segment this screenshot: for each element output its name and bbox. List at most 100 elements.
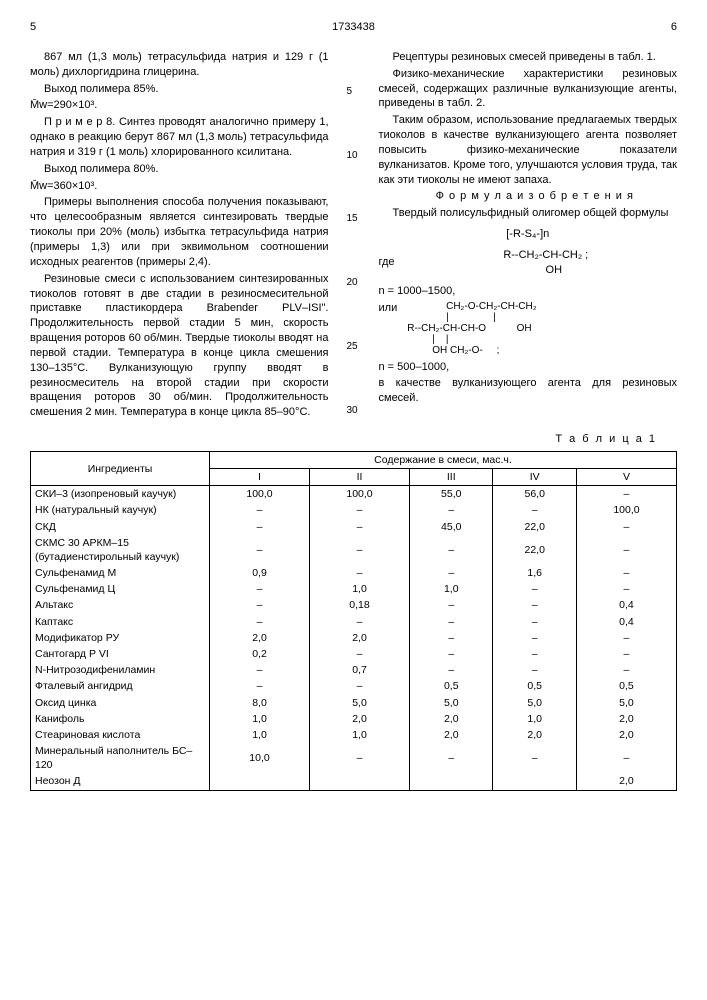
table-cell: – bbox=[210, 519, 310, 535]
table-row: СКИ–3 (изопреновый каучук)100,0100,055,0… bbox=[31, 486, 677, 503]
table-cell: – bbox=[310, 743, 410, 773]
ingredient-name: Неозон Д bbox=[31, 773, 210, 790]
table-cell: 1,0 bbox=[210, 711, 310, 727]
table-cell: – bbox=[576, 581, 676, 597]
table-cell: – bbox=[576, 646, 676, 662]
table-cell: 2,0 bbox=[210, 630, 310, 646]
table-cell: – bbox=[210, 614, 310, 630]
table-row: СКМС 30 АРКМ–15 (бутадиенстирольный кауч… bbox=[31, 535, 677, 565]
table-cell: – bbox=[493, 630, 576, 646]
ingredient-name: Модификатор РУ bbox=[31, 630, 210, 646]
table-cell: – bbox=[410, 662, 493, 678]
table-row: Альтакс–0,18––0,4 bbox=[31, 597, 677, 613]
table-cell: 1,6 bbox=[493, 565, 576, 581]
table-cell: – bbox=[493, 597, 576, 613]
structural-formula: CH₂-O-CH₂-CH-CH₂ | | R--CH₂-CH-CH-O OH |… bbox=[407, 301, 536, 356]
table-cell: – bbox=[493, 502, 576, 518]
ingredient-name: Альтакс bbox=[31, 597, 210, 613]
table-cell: 2,0 bbox=[576, 727, 676, 743]
table-cell: – bbox=[310, 502, 410, 518]
table-cell: 2,0 bbox=[576, 773, 676, 790]
or-label: или bbox=[379, 301, 398, 316]
table-cell: – bbox=[310, 519, 410, 535]
page-header: 5 1733438 6 bbox=[30, 20, 677, 35]
ingredient-name: N-Нитрозодифениламин bbox=[31, 662, 210, 678]
table-cell: – bbox=[310, 614, 410, 630]
n-range: n = 500–1000, bbox=[379, 360, 678, 375]
table-cell: 5,0 bbox=[493, 695, 576, 711]
table-cell: 2,0 bbox=[576, 711, 676, 727]
table-cell: 45,0 bbox=[410, 519, 493, 535]
table-cell: – bbox=[493, 743, 576, 773]
table-cell: 100,0 bbox=[576, 502, 676, 518]
ingredient-name: Стеариновая кислота bbox=[31, 727, 210, 743]
table-cell: – bbox=[576, 630, 676, 646]
line-num: 25 bbox=[347, 340, 361, 354]
table-cell: – bbox=[576, 743, 676, 773]
table-cell: – bbox=[576, 486, 676, 503]
ingredient-name: Минеральный наполнитель БС–120 bbox=[31, 743, 210, 773]
line-number-gutter: 5 10 15 20 25 30 bbox=[347, 50, 361, 422]
table-cell: – bbox=[410, 535, 493, 565]
table-cell: 100,0 bbox=[310, 486, 410, 503]
ingredient-name: СКД bbox=[31, 519, 210, 535]
table-row: Каптакс––––0,4 bbox=[31, 614, 677, 630]
line-num: 20 bbox=[347, 276, 361, 290]
where-label: где bbox=[379, 255, 395, 270]
para: Рецептуры резиновых смесей приведены в т… bbox=[379, 50, 678, 65]
para: Твердый полисульфидный олигомер общей фо… bbox=[379, 206, 678, 221]
table-cell: 0,18 bbox=[310, 597, 410, 613]
ingredient-name: НК (натуральный каучук) bbox=[31, 502, 210, 518]
table-cell: – bbox=[493, 646, 576, 662]
right-column: Рецептуры резиновых смесей приведены в т… bbox=[379, 50, 678, 422]
table-cell: – bbox=[410, 743, 493, 773]
claims-title: Ф о р м у л а и з о б р е т е н и я bbox=[379, 189, 678, 204]
formula: OH bbox=[431, 263, 677, 278]
table-cell: – bbox=[576, 519, 676, 535]
table-cell: – bbox=[410, 502, 493, 518]
text-columns: 867 мл (1,3 моль) тетрасульфида натрия и… bbox=[30, 50, 677, 422]
table-row: НК (натуральный каучук)––––100,0 bbox=[31, 502, 677, 518]
table-cell: 2,0 bbox=[310, 711, 410, 727]
table-row: Канифоль1,02,02,01,02,0 bbox=[31, 711, 677, 727]
table-cell: – bbox=[410, 630, 493, 646]
table-cell: – bbox=[310, 565, 410, 581]
table-cell bbox=[210, 773, 310, 790]
table-cell: – bbox=[210, 678, 310, 694]
table-cell: 2,0 bbox=[310, 630, 410, 646]
ingredient-name: Сантогард Р VI bbox=[31, 646, 210, 662]
table-col: IV bbox=[493, 469, 576, 486]
table-cell bbox=[410, 773, 493, 790]
table-cell: 0,5 bbox=[576, 678, 676, 694]
table-cell: 56,0 bbox=[493, 486, 576, 503]
left-column: 867 мл (1,3 моль) тетрасульфида натрия и… bbox=[30, 50, 329, 422]
page-num-right: 6 bbox=[637, 20, 677, 35]
table-cell: – bbox=[210, 662, 310, 678]
doc-number: 1733438 bbox=[70, 20, 637, 35]
table-cell: – bbox=[310, 535, 410, 565]
table-cell: 5,0 bbox=[310, 695, 410, 711]
table-row: Сульфенамид М0,9––1,6– bbox=[31, 565, 677, 581]
table-cell: 100,0 bbox=[210, 486, 310, 503]
table-row: СКД––45,022,0– bbox=[31, 519, 677, 535]
table-row: Неозон Д 2,0 bbox=[31, 773, 677, 790]
ingredient-name: СКИ–3 (изопреновый каучук) bbox=[31, 486, 210, 503]
composition-table: Ингредиенты Содержание в смеси, мас.ч. I… bbox=[30, 451, 677, 791]
line-num: 10 bbox=[347, 149, 361, 163]
para: в качестве вулканизующего агента для рез… bbox=[379, 376, 678, 406]
table-col: V bbox=[576, 469, 676, 486]
table-cell: – bbox=[576, 535, 676, 565]
table-cell: – bbox=[310, 646, 410, 662]
table-header: Ингредиенты bbox=[31, 451, 210, 485]
table-body: СКИ–3 (изопреновый каучук)100,0100,055,0… bbox=[31, 486, 677, 790]
table-cell: 1,0 bbox=[410, 581, 493, 597]
table-cell: 0,5 bbox=[493, 678, 576, 694]
table-cell: – bbox=[210, 597, 310, 613]
formula: [-R-S₄-]n bbox=[379, 227, 678, 242]
table-cell: 0,9 bbox=[210, 565, 310, 581]
table-cell: 1,0 bbox=[210, 727, 310, 743]
table-cell: 5,0 bbox=[410, 695, 493, 711]
table-cell: 0,4 bbox=[576, 597, 676, 613]
table-header: Содержание в смеси, мас.ч. bbox=[210, 451, 677, 468]
table-cell: 10,0 bbox=[210, 743, 310, 773]
